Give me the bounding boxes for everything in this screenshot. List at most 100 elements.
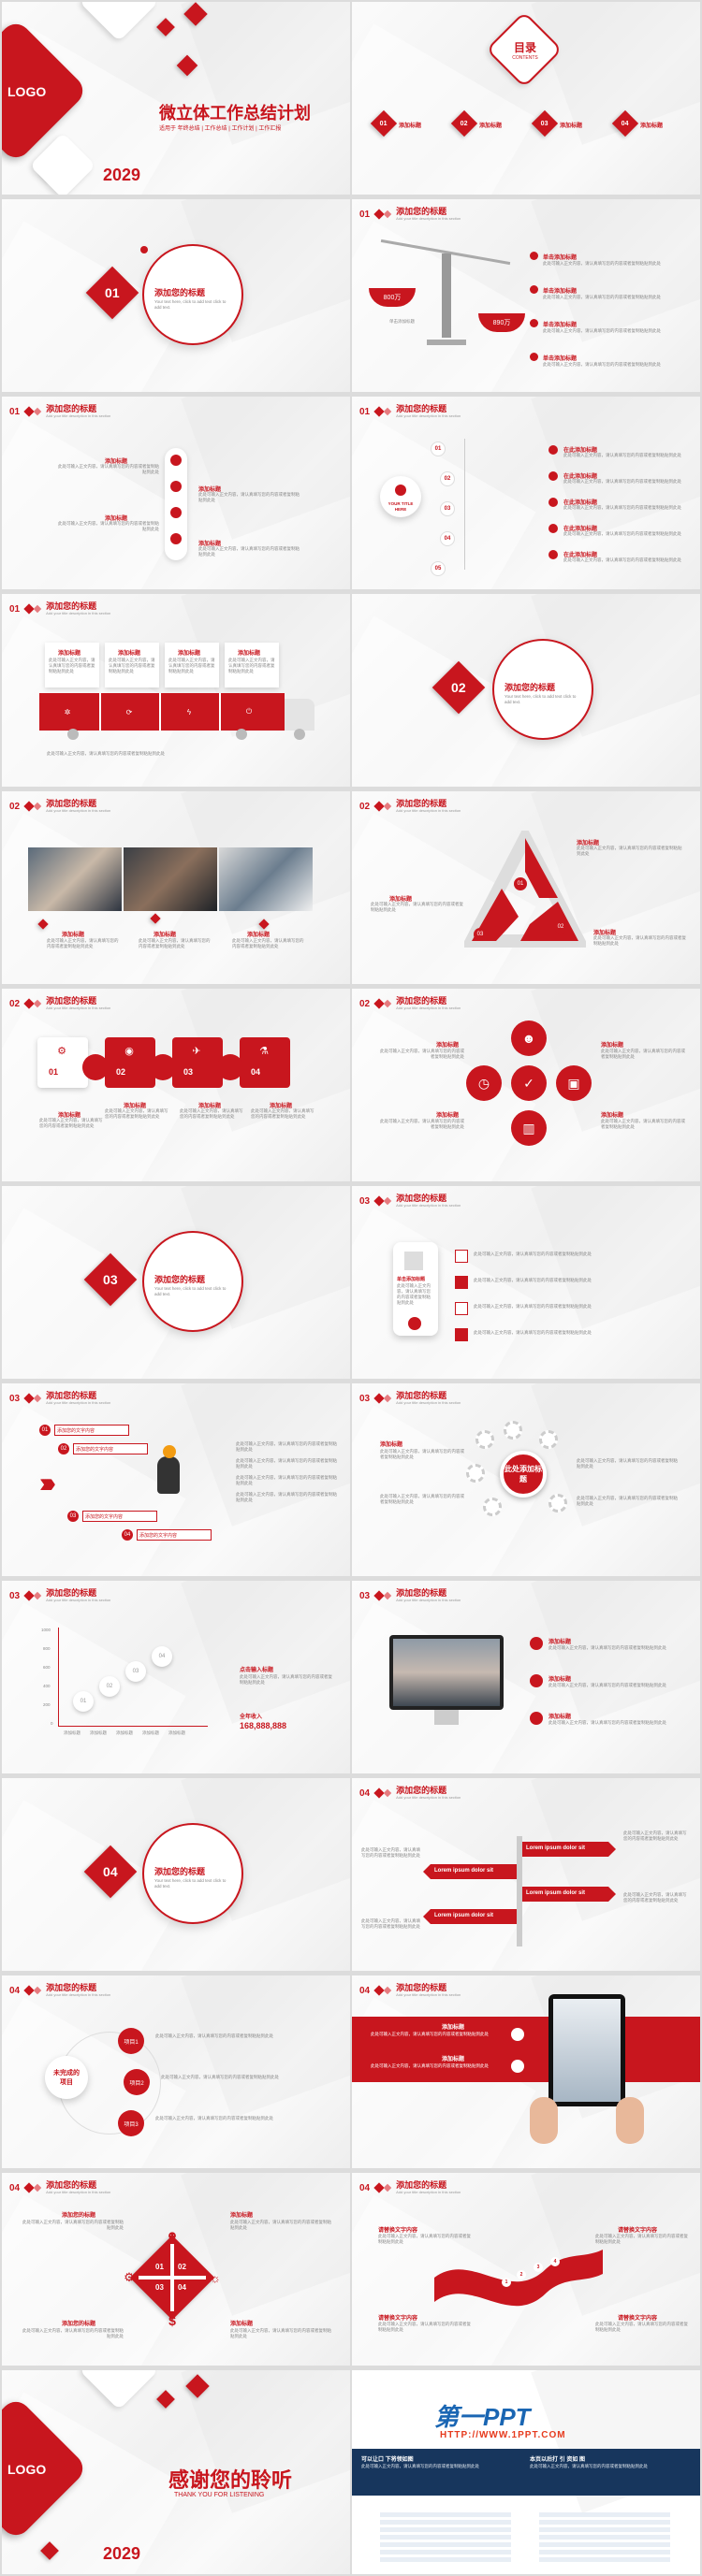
gear-body: 此处可输入正文内容，请认真填写您的内容或者复制粘贴到此处 <box>380 1449 464 1459</box>
arrow-num-4: 04 <box>122 1529 133 1541</box>
list-icon <box>530 285 538 294</box>
toc-label-3[interactable]: 添加标题 <box>560 123 583 129</box>
puzzle-knob <box>82 1054 109 1080</box>
checkbox[interactable] <box>455 1276 468 1289</box>
puzzle-slide[interactable]: 02 添加您的标题 Add your title description in th… <box>2 989 350 1181</box>
toc-label-1[interactable]: 添加标题 <box>399 123 422 129</box>
bubbles-slide[interactable]: 01 添加您的标题 Add your title description in th… <box>2 397 350 589</box>
dollar-icon: $ <box>168 2313 176 2328</box>
monitor-slide[interactable]: 03 添加您的标题 Add your title description in th… <box>352 1581 700 1773</box>
bubble-body: 此处可输入正文内容，请认真填写您的内容或者复制粘贴到此处 <box>198 546 300 557</box>
section-04-slide[interactable]: 04 添加您的标题 Your text here, click to add t… <box>2 1778 350 1971</box>
project-body: 此处可输入正文内容，请认真填写您的内容或者复制粘贴到此处 <box>155 2033 273 2038</box>
arrow-label-4: 添加您的文字内容 <box>137 1529 212 1541</box>
center-title: YOUR TITLE HERE <box>388 501 414 512</box>
scale-slide[interactable]: 01 添加您的标题 Add your title description in th… <box>352 199 700 392</box>
step-icon <box>548 471 558 481</box>
section-02-slide[interactable]: 02 添加您的标题 Your text here, click to add t… <box>352 594 700 787</box>
puzzle-num-2: 02 <box>116 1067 126 1077</box>
toc-label-2[interactable]: 添加标题 <box>479 123 503 129</box>
cross-slide[interactable]: 04 添加您的标题 Add your title description in th… <box>2 2173 350 2366</box>
cross-num-1: 01 <box>155 2263 164 2271</box>
wave-slide[interactable]: 04 添加您的标题 Add your title description in th… <box>352 2173 700 2366</box>
photo-title-1: 添加标题 <box>62 933 85 938</box>
scale-item-3: 单击添加标题 <box>543 323 578 328</box>
gears-slide[interactable]: 03 添加您的标题 Add your title description in th… <box>352 1383 700 1576</box>
step-icon <box>548 524 558 533</box>
wave-num-3: 3 <box>534 2263 543 2272</box>
triangle-slide[interactable]: 02 添加您的标题 Add your title description in th… <box>352 791 700 984</box>
slide-header: 04 添加您的标题 Add your title description in th… <box>359 1983 461 1998</box>
list-icon <box>530 1712 543 1725</box>
section-diamond: 04 <box>83 1845 138 1899</box>
plane-icon: ✈ <box>192 1045 201 1057</box>
gear-icon: ⚙ <box>124 2270 135 2284</box>
step-num-1: 01 <box>431 441 446 456</box>
red-band <box>352 2017 700 2082</box>
puzzle-title-4: 添加标题 <box>270 1104 293 1109</box>
wave-num-1: 1 <box>502 2278 511 2287</box>
brand-url[interactable]: HTTP://WWW.1PPT.COM <box>440 2430 566 2440</box>
deco-red-diamond <box>156 18 175 36</box>
section-01-slide[interactable]: 01 添加您的标题 Your text here, click to add t… <box>2 199 350 392</box>
blocks-chart-slide[interactable]: 03 添加您的标题 Add your title description in th… <box>2 1581 350 1773</box>
step-icon <box>548 445 558 455</box>
thanks-slide[interactable]: LOGO 感谢您的聆听 THANK YOU FOR LISTENING 2029 <box>2 2370 350 2574</box>
block-2: 02 <box>99 1676 120 1697</box>
bubble-body: 此处可输入正文内容，请认真填写您的内容或者复制粘贴到此处 <box>58 464 159 474</box>
brand-name: 第一PPT <box>434 2403 531 2431</box>
steps-slide[interactable]: 01 添加您的标题 Add your title description in th… <box>352 397 700 589</box>
truck-slide[interactable]: 01 添加您的标题 Add your title description in th… <box>2 594 350 787</box>
section-03-slide[interactable]: 03 添加您的标题 Your text here, click to add t… <box>2 1186 350 1379</box>
thanks-year: 2029 <box>103 2544 141 2563</box>
photos-slide[interactable]: 02 添加您的标题 Add your title description in th… <box>2 791 350 984</box>
monitor-body: 此处可输入正文内容，请认真填写您的内容或者复制粘贴到此处 <box>548 1683 666 1687</box>
step-item-1: 在此添加标题 <box>563 448 598 454</box>
monitor-screen <box>393 1639 500 1706</box>
checkbox[interactable] <box>455 1250 468 1263</box>
gear-icon <box>483 1498 502 1516</box>
puzzle-piece-3 <box>172 1037 223 1088</box>
cover-slide[interactable]: LOGO 微立体工作总结计划 适用于 年终总结 | 工作总结 | 工作计划 | … <box>2 2 350 195</box>
photo-laptop <box>219 847 313 911</box>
gear-icon <box>475 1430 494 1449</box>
phone-body: 此处可输入正文内容，请认真填写您的内容或者复制粘贴到此处 <box>397 1283 431 1305</box>
step-num-2: 02 <box>440 471 455 486</box>
projects-slide[interactable]: 04 添加您的标题 Add your title description in th… <box>2 1975 350 2168</box>
toc-heading: 目录 CONTENTS <box>492 39 558 61</box>
slide-header: 04 添加您的标题 Add your title description in th… <box>359 1786 461 1801</box>
phone-list-slide[interactable]: 03 添加您的标题 Add your title description in th… <box>352 1186 700 1379</box>
arrow-label-3: 添加您的文字内容 <box>82 1511 157 1522</box>
arrow-label-2: 添加您的文字内容 <box>73 1443 148 1454</box>
phone-button[interactable] <box>408 1317 421 1330</box>
checkbox[interactable] <box>455 1328 468 1341</box>
brand-slide[interactable]: 第一PPT HTTP://WWW.1PPT.COM 可以让口 下将领如图 本页以… <box>352 2370 700 2574</box>
arrow-num-3: 03 <box>67 1511 79 1522</box>
deco-red-diamond <box>40 2541 59 2560</box>
truck-wheel <box>236 729 247 740</box>
gear-body: 此处可输入正文内容，请认真填写您的内容或者复制粘贴到此处 <box>380 1494 464 1504</box>
checkbox[interactable] <box>455 1302 468 1315</box>
signpost-slide[interactable]: 04 添加您的标题 Add your title description in th… <box>352 1778 700 1971</box>
cross-body: 此处可输入正文内容，请认真填写您的内容或者复制粘贴到此处 <box>230 2220 331 2230</box>
gear-icon <box>466 1464 485 1483</box>
icon-body: 此处可输入正文内容，请认真填写您的内容或者复制粘贴到此处 <box>601 1049 685 1059</box>
toc-slide[interactable]: 目录 CONTENTS 01 添加标题 02 添加标题 03 添加标题 04 添… <box>352 2 700 195</box>
tablet-slide[interactable]: 04 添加您的标题 Add your title description in th… <box>352 1975 700 2168</box>
project-body: 此处可输入正文内容，请认真填写您的内容或者复制粘贴到此处 <box>161 2075 279 2079</box>
puzzle-piece-1 <box>37 1037 88 1088</box>
puzzle-knob <box>217 1054 243 1080</box>
block-1: 01 <box>73 1691 94 1712</box>
section-desc: Your text here, click to add text click … <box>154 1878 227 1889</box>
truck-cab <box>285 699 314 731</box>
chart-icon: ▥ <box>511 1110 547 1146</box>
target-icon <box>511 2060 524 2073</box>
section-title: 添加您的标题 <box>154 1867 206 1876</box>
section-diamond: 01 <box>85 266 139 320</box>
step-icon <box>548 550 558 559</box>
toc-label-4[interactable]: 添加标题 <box>640 123 664 129</box>
tablet-title-2: 添加标题 <box>442 2057 465 2062</box>
icons-circle-slide[interactable]: 02 添加您的标题 Add your title description in th… <box>352 989 700 1181</box>
puzzle-num-3: 03 <box>183 1067 194 1077</box>
arrows-slide[interactable]: 03 添加您的标题 Add your title description in th… <box>2 1383 350 1576</box>
